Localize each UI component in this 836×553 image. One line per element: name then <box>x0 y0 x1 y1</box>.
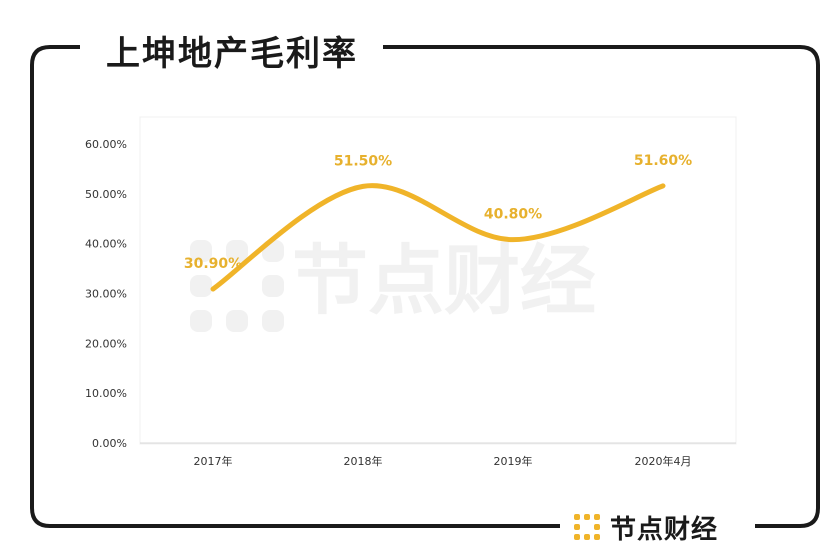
data-label: 30.90% <box>184 256 242 272</box>
data-labels: 30.90% 51.50% 40.80% 51.60% <box>184 153 692 272</box>
x-axis: 2017年 2018年 2019年 2020年4月 <box>140 442 736 468</box>
y-tick-label: 20.00% <box>85 337 127 350</box>
x-tick-label: 2020年4月 <box>635 454 692 468</box>
y-axis: 0.00% 10.00% 20.00% 30.00% 40.00% 50.00% 60.00… <box>85 138 127 450</box>
x-tick-label: 2018年 <box>344 454 383 468</box>
watermark-logo-icon <box>190 240 284 332</box>
y-tick-label: 40.00% <box>85 238 127 251</box>
brand-name: 节点财经 <box>610 514 719 545</box>
y-tick-label: 60.00% <box>85 138 127 151</box>
y-tick-label: 30.00% <box>85 288 127 301</box>
data-label: 51.60% <box>634 153 692 169</box>
x-tick-label: 2017年 <box>194 454 233 468</box>
y-tick-label: 10.00% <box>85 387 127 400</box>
y-tick-label: 0.00% <box>92 437 127 450</box>
plot-area <box>139 116 737 445</box>
series-group <box>210 183 666 292</box>
brand-logo: 节点财经 <box>560 507 731 547</box>
y-tick-label: 50.00% <box>85 188 127 201</box>
page-title: 上坤地产毛利率 <box>92 26 372 75</box>
data-label: 40.80% <box>484 207 542 223</box>
series-line <box>210 183 666 292</box>
data-label: 51.50% <box>334 153 392 169</box>
watermark: 节点财经 <box>190 236 596 332</box>
x-tick-label: 2019年 <box>494 454 533 468</box>
brand-dots-icon <box>574 514 600 540</box>
watermark-text: 节点财经 <box>292 236 596 325</box>
